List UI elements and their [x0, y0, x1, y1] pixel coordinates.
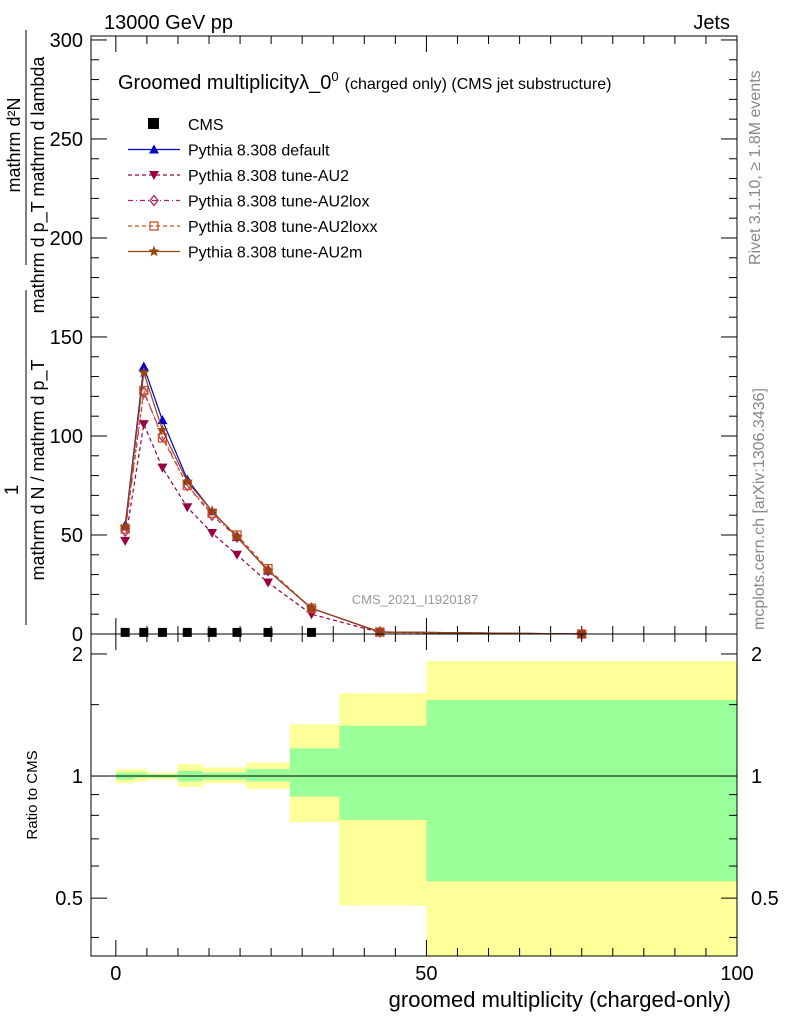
legend-marker	[148, 118, 159, 129]
legend-label: Pythia 8.308 tune-AU2m	[188, 245, 362, 262]
cms-data-point	[232, 627, 242, 637]
header-right: Jets	[693, 12, 730, 34]
series-marker	[374, 626, 386, 637]
stat-uncertainty-band	[246, 769, 290, 782]
cms-data-point	[120, 627, 130, 637]
series-marker	[263, 578, 274, 588]
y-tick-label: 300	[50, 30, 83, 52]
legend-entry: Pythia 8.308 tune-AU2loxx	[128, 219, 377, 236]
series-0	[120, 627, 317, 637]
y-tick-label: 0	[72, 624, 83, 646]
ratio-y-tick-label-right: 1	[751, 766, 762, 788]
legend-label: Pythia 8.308 default	[188, 143, 330, 160]
legend-marker	[149, 221, 159, 231]
ratio-y-tick-label: 2	[72, 644, 83, 666]
cms-data-point	[207, 627, 217, 637]
y-tick-label: 200	[50, 228, 83, 250]
ratio-ylabel: Ratio to CMS	[24, 750, 41, 839]
series-marker	[138, 420, 149, 430]
x-tick-label: 100	[720, 963, 753, 985]
x-tick-label: 0	[110, 963, 121, 985]
ratio-y-tick-label-right: 2	[751, 644, 762, 666]
legend-entry: Pythia 8.308 tune-AU2lox	[128, 194, 369, 211]
legend-entry: Pythia 8.308 default	[128, 143, 330, 160]
ratio-y-tick-label: 1	[72, 766, 83, 788]
series-line	[124, 372, 582, 635]
main-ylabel: 1 mathrm d²N mathrm d p_T mathrm d lambda…	[2, 30, 49, 625]
plot-title: Groomed multiplicityλ_00 (charged only) (…	[118, 69, 611, 94]
legend-label: CMS	[188, 117, 224, 134]
series-marker	[120, 536, 131, 546]
stat-uncertainty-band	[426, 699, 737, 882]
y-tick-label: 150	[50, 327, 83, 349]
cms-data-point	[182, 627, 192, 637]
header-left: 13000 GeV pp	[104, 12, 233, 34]
series-5	[119, 366, 588, 639]
y-tick-label: 100	[50, 426, 83, 448]
series-marker	[138, 361, 149, 371]
ylabel-one: 1	[2, 485, 23, 496]
ratio-y-tick-label-right: 0.5	[751, 888, 779, 910]
rivet-version-text: Rivet 3.1.10, ≥ 1.8M events	[747, 70, 764, 265]
legend-marker	[148, 245, 160, 257]
legend-marker	[149, 194, 159, 207]
legend-entry: Pythia 8.308 tune-AU2m	[128, 245, 362, 262]
stat-uncertainty-band	[134, 772, 147, 778]
series-marker	[182, 503, 193, 513]
mcplots-text: mcplots.cern.ch [arXiv:1306.3436]	[751, 388, 768, 630]
series-marker	[138, 366, 150, 378]
ylabel-denominator: mathrm d p_T mathrm d lambda	[28, 56, 49, 314]
ylabel-numerator: mathrm d²N	[4, 97, 24, 192]
cms-data-point	[139, 627, 149, 637]
legend: CMS Pythia 8.308 default Pythia 8.308 tune…	[128, 117, 377, 262]
y-tick-label: 50	[61, 525, 83, 547]
cms-data-point	[307, 627, 317, 637]
legend-label: Pythia 8.308 tune-AU2lox	[188, 194, 369, 211]
series-marker	[139, 385, 149, 396]
legend-label: Pythia 8.308 tune-AU2	[188, 168, 349, 185]
ratio-y-tick-label: 0.5	[55, 888, 83, 910]
stat-uncertainty-band	[289, 748, 340, 797]
series-marker	[181, 475, 193, 487]
series-marker	[576, 628, 588, 639]
series-marker	[231, 531, 243, 542]
ylabel-fraction: mathrm d²N mathrm d p_T mathrm d lambda ma…	[4, 30, 49, 625]
series-marker	[119, 521, 131, 532]
legend-marker	[149, 171, 159, 180]
x-tick-label: 50	[415, 963, 437, 985]
analysis-watermark: CMS_2021_I1920187	[352, 592, 479, 607]
series-line	[124, 421, 582, 635]
series-marker	[207, 529, 218, 539]
legend-marker	[149, 144, 159, 154]
ratio-bands	[91, 661, 737, 956]
ratio-axes: 0.5 0.5 1 1 2 2 0 50 100	[55, 633, 779, 985]
series-marker	[157, 463, 168, 473]
legend-entry: CMS	[148, 117, 224, 134]
series-marker	[206, 505, 218, 517]
legend-label: Pythia 8.308 tune-AU2loxx	[188, 219, 377, 236]
series-marker	[231, 550, 242, 560]
series-marker	[305, 602, 318, 614]
cms-data-point	[157, 627, 167, 637]
series-marker	[262, 564, 274, 576]
y-tick-label: 250	[50, 129, 83, 151]
cms-data-point	[263, 627, 273, 637]
stat-uncertainty-band	[339, 725, 427, 820]
ylabel-normalization: mathrm d N / mathrm d p_T	[28, 359, 49, 580]
x-axis-label: groomed multiplicity (charged-only)	[389, 987, 731, 1012]
series-marker	[156, 424, 169, 435]
legend-entry: Pythia 8.308 tune-AU2	[128, 168, 349, 185]
